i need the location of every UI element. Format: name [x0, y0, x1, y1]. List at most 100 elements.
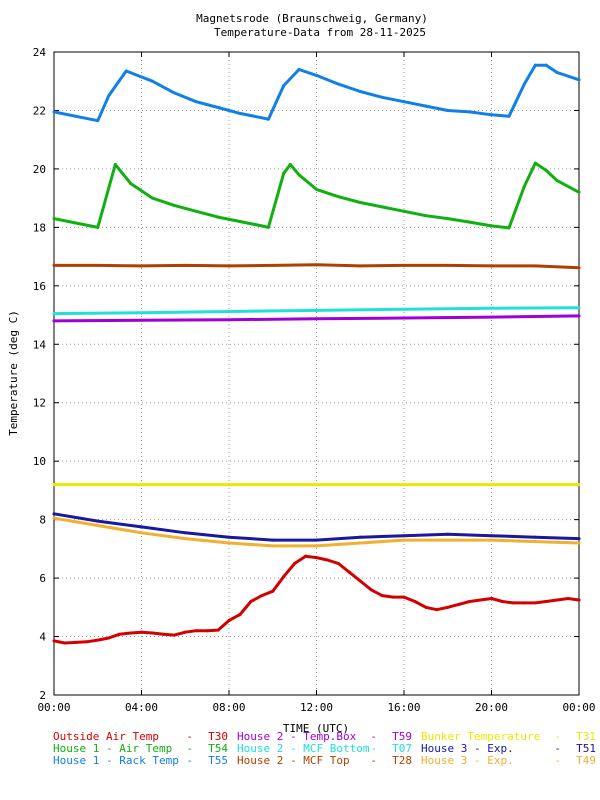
- legend-label: House 1 - Rack Temp: [53, 754, 179, 767]
- x-tick-label: 16:00: [387, 701, 420, 714]
- data-point-t30: [402, 595, 406, 599]
- legend-item-t54: House 1 - Air Temp - T54: [53, 742, 228, 755]
- legend-code: T28: [392, 754, 412, 767]
- data-point-t55: [107, 94, 111, 98]
- data-point-t28: [140, 264, 143, 268]
- data-point-t55: [336, 82, 340, 86]
- series-t51: [52, 512, 581, 542]
- data-point-t30: [150, 631, 154, 635]
- data-point-t54: [172, 203, 176, 207]
- data-point-t51: [140, 525, 143, 529]
- data-point-t55: [216, 106, 220, 110]
- data-point-t54: [446, 217, 450, 221]
- legend-code: T51: [576, 742, 596, 755]
- legend-code: T31: [576, 730, 596, 743]
- x-tick-label: 00:00: [37, 701, 70, 714]
- x-axis-label: TIME (UTC): [283, 722, 349, 735]
- data-point-t30: [271, 589, 275, 593]
- data-point-t30: [347, 570, 351, 574]
- data-point-t30: [85, 640, 89, 644]
- legend-code: T30: [208, 730, 228, 743]
- data-point-t51: [227, 535, 231, 539]
- y-tick-label: 20: [33, 163, 46, 176]
- y-tick-label: 22: [33, 104, 46, 117]
- data-point-t54: [380, 205, 384, 209]
- legend-dash: -: [186, 742, 193, 755]
- data-point-t49: [315, 544, 318, 548]
- data-point-t28: [96, 263, 100, 267]
- data-point-t54: [522, 184, 526, 188]
- data-point-t49: [140, 531, 143, 535]
- legend-item-t28: House 2 - MCF Top - T28: [237, 754, 412, 767]
- data-point-t30: [63, 641, 67, 645]
- series-t07: [52, 306, 581, 316]
- legend-dash: -: [554, 754, 561, 767]
- data-point-t59: [315, 317, 318, 321]
- data-point-t54: [297, 173, 301, 177]
- data-point-t30: [522, 601, 526, 605]
- data-point-t49: [446, 538, 450, 542]
- data-point-t49: [358, 541, 362, 545]
- data-point-t30: [380, 594, 384, 598]
- data-point-t54: [490, 224, 493, 228]
- data-point-t55: [522, 82, 526, 86]
- data-point-t30: [96, 638, 100, 642]
- y-tick-label: 12: [33, 397, 46, 410]
- data-point-t28: [52, 263, 56, 267]
- data-point-t30: [260, 594, 264, 598]
- data-point-t30: [293, 561, 297, 565]
- legend-dash: -: [370, 730, 377, 743]
- legend-label: House 2 - MCF Bottom: [237, 742, 370, 755]
- data-point-t30: [216, 628, 220, 632]
- data-point-t54: [52, 217, 56, 221]
- data-point-t28: [577, 266, 581, 270]
- x-tick-label: 12:00: [300, 701, 333, 714]
- data-point-t30: [479, 598, 483, 602]
- data-point-t07: [490, 306, 493, 310]
- legend-dash: -: [554, 742, 561, 755]
- data-point-t51: [402, 534, 406, 538]
- data-point-t51: [533, 535, 537, 539]
- data-point-t54: [533, 161, 537, 165]
- data-point-t55: [260, 116, 264, 120]
- data-point-t30: [161, 632, 165, 636]
- data-point-t07: [315, 308, 318, 312]
- data-point-t30: [511, 601, 515, 605]
- data-point-t30: [227, 618, 231, 622]
- data-point-t55: [315, 73, 318, 77]
- series-t49: [52, 516, 581, 548]
- data-point-t30: [205, 629, 209, 633]
- data-point-t55: [533, 63, 537, 67]
- data-point-t55: [194, 100, 198, 104]
- data-point-t54: [266, 225, 270, 229]
- data-point-t55: [266, 117, 270, 121]
- y-tick-label: 6: [39, 572, 46, 585]
- legend-item-t55: House 1 - Rack Temp - T55: [53, 754, 228, 767]
- data-point-t51: [315, 538, 318, 542]
- legend-label: House 3 - Exp.: [421, 754, 514, 767]
- legend-label: Outside Air Temp: [53, 730, 159, 743]
- legend-code: T49: [576, 754, 596, 767]
- data-point-t54: [402, 209, 406, 213]
- data-point-t55: [150, 79, 154, 83]
- data-point-t30: [490, 597, 493, 601]
- data-point-t59: [227, 318, 231, 322]
- data-point-t28: [533, 264, 537, 268]
- data-point-t55: [424, 104, 428, 108]
- series-t59: [52, 314, 581, 323]
- data-point-t30: [500, 599, 504, 603]
- data-point-t54: [74, 221, 78, 225]
- y-tick-label: 10: [33, 455, 46, 468]
- data-point-t07: [140, 311, 143, 315]
- series-t31: [52, 483, 581, 487]
- legend-dash: -: [370, 754, 377, 767]
- legend-item-t59: House 2 - Temp.Box - T59: [237, 730, 412, 743]
- data-point-t30: [533, 601, 537, 605]
- data-point-t55: [52, 110, 56, 114]
- data-point-t54: [238, 220, 242, 224]
- data-point-t55: [74, 114, 78, 118]
- data-point-t30: [74, 640, 78, 644]
- y-tick-label: 24: [33, 46, 47, 59]
